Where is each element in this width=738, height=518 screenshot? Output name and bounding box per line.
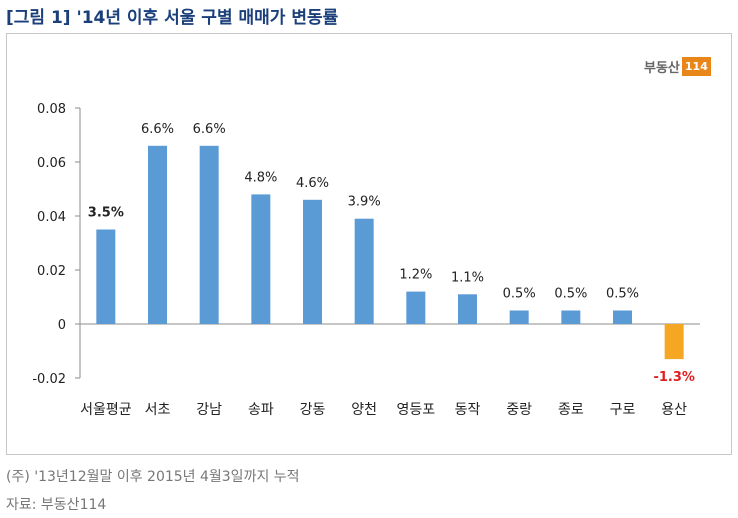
chart-note: (주) '13년12월말 이후 2015년 4월3일까지 누적 [6,469,300,485]
bar [458,294,477,324]
data-label: -1.3% [653,370,694,385]
bar [561,310,581,324]
y-tick-label: 0.04 [37,210,66,225]
x-tick-label: 구로 [610,402,636,418]
bar [96,229,116,324]
bar [406,291,426,324]
x-tick-label: 영등포 [397,402,436,418]
y-tick-label: 0 [58,318,66,333]
x-tick-label: 양천 [351,402,377,418]
x-tick-label: 강동 [300,402,326,418]
data-label: 0.5% [503,287,536,302]
x-tick-label: 중랑 [506,402,532,418]
x-tick-label: 동작 [455,402,481,418]
data-label: 3.9% [348,195,381,210]
bar [199,145,219,324]
data-label: 6.6% [141,122,174,137]
x-tick-label: 서울평균 [80,402,132,418]
data-label: 1.1% [451,270,484,285]
logo-badge: 114 [681,56,711,76]
y-tick-label: 0.06 [37,156,66,171]
bar [148,145,167,324]
data-label: 0.5% [606,287,639,302]
y-tick-label: -0.02 [32,372,66,387]
bar [664,324,684,360]
bar [613,310,632,324]
y-tick-label: 0.02 [37,264,66,279]
bar [509,310,529,324]
chart-source: 자료: 부동산114 [6,497,107,513]
x-tick-label: 강남 [196,402,222,418]
y-tick-label: 0.08 [37,102,66,117]
data-label: 3.5% [88,206,124,221]
bar-chart: -0.02 0 0.02 0.04 0.06 0.08 3.5% 서울평균 6.6% 서초 6.6%… [32,102,700,418]
logo-text: 부동산 [644,60,680,76]
data-label: 4.6% [296,176,329,191]
bar [303,199,322,324]
x-tick-label: 서초 [145,402,171,418]
x-tick-label: 송파 [248,402,274,418]
logo: 부동산 114 [644,56,711,76]
data-label: 0.5% [554,287,587,302]
data-label: 6.6% [193,122,226,137]
bar [354,218,374,324]
x-tick-label: 종로 [558,402,584,418]
figure-title: [그림 1] '14년 이후 서울 구별 매매가 변동률 [6,8,339,28]
x-tick-label: 용산 [661,402,687,418]
data-label: 4.8% [244,170,277,185]
data-label: 1.2% [399,268,432,283]
bar [251,194,271,324]
